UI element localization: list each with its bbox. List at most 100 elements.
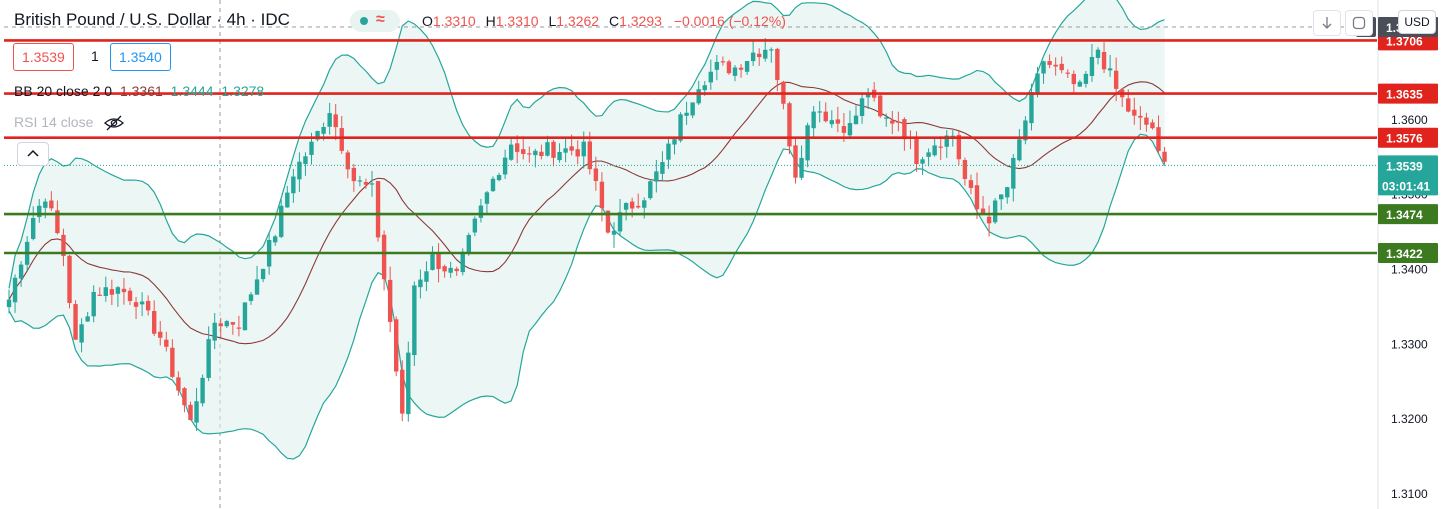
bb-upper-value: 1.3444 — [170, 83, 214, 99]
candle-body — [1089, 56, 1095, 76]
candle-body — [696, 89, 701, 104]
candle-body — [714, 61, 720, 70]
candle-body — [158, 331, 163, 338]
candle-body — [1144, 117, 1149, 125]
candle-body — [406, 352, 411, 415]
candle-body — [285, 192, 290, 208]
candle-body — [297, 161, 302, 180]
support-price-tag: 1.3422 — [1386, 247, 1423, 261]
candle-body — [448, 267, 453, 273]
candle-body — [992, 200, 998, 223]
candle-body — [1083, 73, 1089, 84]
candle-body — [363, 182, 369, 185]
interval-label[interactable]: 4h — [226, 10, 246, 29]
candle-body — [466, 234, 471, 254]
candle-body — [309, 141, 314, 155]
last-price-tag-bg — [1378, 155, 1438, 196]
candle-body — [799, 157, 804, 178]
candle-body — [551, 141, 556, 158]
collapse-legend-button[interactable] — [17, 142, 49, 166]
bb-label: BB 20 close 2 0 — [14, 83, 113, 99]
candle-body — [115, 287, 121, 294]
candle-body — [642, 200, 647, 208]
candle-body — [73, 304, 78, 340]
candle-body — [1035, 73, 1040, 94]
candle-body — [400, 369, 405, 414]
candle-body — [176, 377, 181, 391]
candle-body — [97, 294, 102, 296]
candle-body — [418, 279, 423, 288]
candle-body — [502, 157, 508, 175]
candle-body — [248, 294, 254, 301]
candle-body — [103, 287, 108, 297]
candle-body — [61, 234, 66, 256]
y-tick-label: 1.3300 — [1391, 337, 1428, 351]
candle-body — [865, 92, 871, 98]
candle-body — [986, 216, 992, 224]
currency-button[interactable]: USD — [1398, 10, 1436, 34]
candle-body — [164, 339, 169, 347]
symbol-legend: British Pound / U.S. Dollar · 4h · IDC — [14, 10, 290, 30]
bb-basis-value: 1.3361 — [119, 83, 163, 99]
market-status-pill[interactable]: ≈ — [350, 10, 400, 32]
candle-body — [91, 291, 96, 317]
candle-body — [841, 126, 847, 133]
candle-body — [339, 128, 344, 151]
candle-body — [279, 205, 284, 237]
sell-button[interactable]: 1.3539 — [13, 43, 74, 71]
candle-body — [55, 210, 60, 234]
support-price-tag: 1.3474 — [1386, 208, 1423, 222]
rsi-legend[interactable]: RSI 14 close — [14, 114, 125, 131]
buy-button[interactable]: 1.3540 — [110, 43, 171, 71]
candle-body — [478, 205, 484, 218]
candle-body — [720, 61, 726, 63]
candle-body — [968, 180, 974, 188]
candle-body — [273, 236, 278, 243]
open-value: 1.3310 — [432, 13, 476, 29]
hidden-eye-icon[interactable] — [103, 115, 125, 131]
candle-body — [575, 149, 580, 157]
candle-body — [515, 143, 520, 152]
candle-body — [890, 120, 895, 124]
candle-body — [484, 192, 490, 204]
symbol-name[interactable]: British Pound / U.S. Dollar — [14, 10, 212, 29]
exchange-label: IDC — [260, 10, 290, 29]
candle-body — [1138, 115, 1143, 118]
candle-body — [920, 159, 925, 164]
candle-body — [85, 316, 90, 322]
candle-body — [67, 255, 72, 303]
candle-body — [170, 347, 175, 377]
candle-body — [944, 135, 949, 147]
candle-body — [321, 127, 326, 134]
candle-body — [1150, 122, 1155, 129]
resistance-price-tag: 1.3576 — [1386, 132, 1423, 146]
high-label: H — [485, 13, 496, 29]
scroll-down-button[interactable] — [1313, 10, 1341, 36]
candle-body — [750, 52, 756, 62]
resistance-price-tag: 1.3706 — [1386, 34, 1423, 48]
bollinger-legend[interactable]: BB 20 close 2 0 1.3361 1.3444 1.3278 — [14, 83, 268, 99]
candle-body — [1113, 70, 1119, 89]
candle-body — [345, 152, 350, 170]
chevron-up-icon — [27, 149, 39, 157]
candle-body — [472, 218, 478, 233]
candle-body — [732, 67, 738, 76]
candle-body — [436, 253, 441, 269]
fullscreen-button[interactable] — [1345, 10, 1373, 36]
bollinger-upper-line — [8, 0, 1165, 289]
candle-body — [896, 121, 901, 123]
candle-body — [412, 285, 417, 356]
candle-body — [654, 171, 659, 182]
candle-body — [1029, 92, 1034, 124]
wave-icon: ≈ — [376, 11, 385, 28]
y-tick-label: 1.3200 — [1391, 412, 1428, 426]
candle-body — [569, 146, 574, 151]
candle-body — [206, 339, 211, 378]
candle-body — [490, 178, 496, 192]
candle-body — [49, 200, 54, 209]
ohlc-values: O1.3310 H1.3310 L1.3262 C1.3293 −0.0016 … — [422, 13, 786, 29]
candle-body — [853, 115, 859, 125]
candle-body — [1071, 73, 1076, 85]
